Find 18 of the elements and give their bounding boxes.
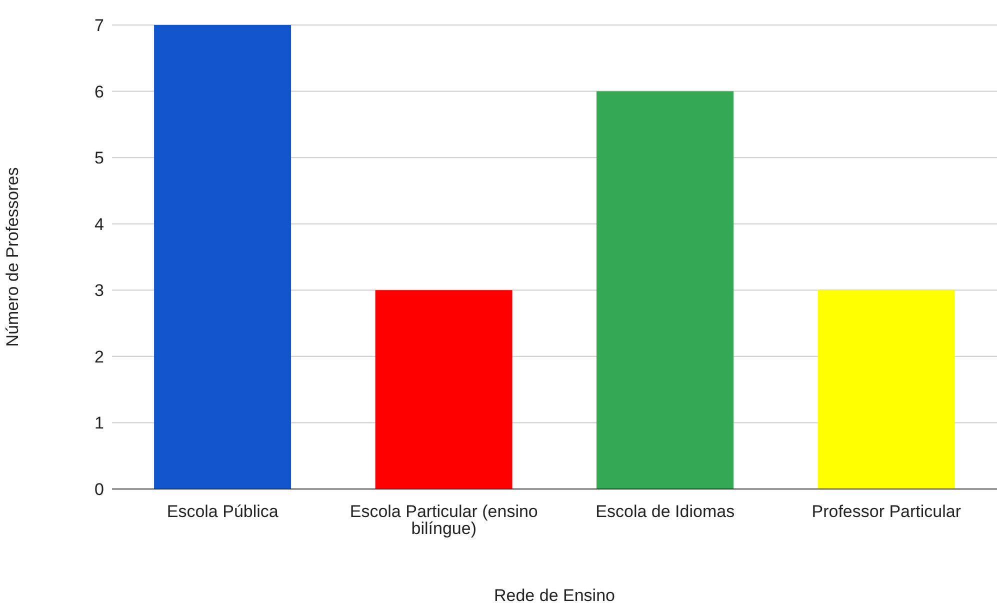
bar bbox=[818, 290, 955, 489]
y-tick-label: 0 bbox=[94, 480, 104, 500]
y-tick-label: 6 bbox=[94, 82, 104, 102]
y-axis-title: Número de Professores bbox=[3, 167, 22, 347]
x-axis-title: Rede de Ensino bbox=[494, 586, 615, 603]
y-tick-label: 1 bbox=[94, 414, 104, 433]
y-tick-label: 2 bbox=[94, 347, 104, 366]
x-tick-label: Escola Pública bbox=[166, 502, 279, 522]
y-tick-label: 7 bbox=[94, 16, 104, 36]
bar bbox=[596, 91, 734, 489]
bar bbox=[154, 25, 292, 489]
x-tick-label: Professor Particular bbox=[812, 502, 962, 522]
y-tick-label: 3 bbox=[94, 281, 104, 300]
x-tick-label: Escola de Idiomas bbox=[596, 502, 735, 522]
y-tick-label: 5 bbox=[94, 148, 104, 168]
bar bbox=[375, 290, 512, 489]
x-tick-label: Escola Particular (ensino bilíngue) bbox=[350, 502, 538, 538]
y-tick-label: 4 bbox=[94, 214, 104, 234]
